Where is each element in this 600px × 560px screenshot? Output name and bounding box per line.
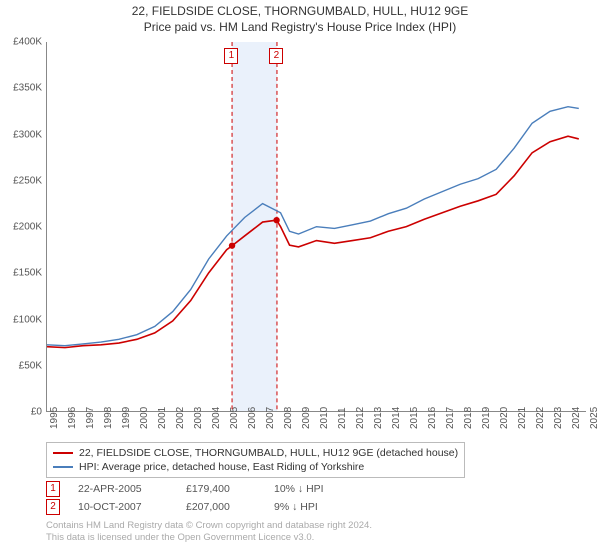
line-chart-svg [46, 42, 586, 412]
x-tick-label: 1996 [67, 407, 78, 429]
x-tick-label: 2002 [175, 407, 186, 429]
x-tick-label: 2005 [229, 407, 240, 429]
y-tick-label: £350K [2, 83, 42, 94]
y-tick-label: £100K [2, 314, 42, 325]
sale-marker-icon: 2 [269, 48, 283, 64]
x-tick-label: 2003 [193, 407, 204, 429]
x-tick-label: 2004 [211, 407, 222, 429]
sale-marker-icon: 1 [224, 48, 238, 64]
sale-price: £207,000 [186, 501, 256, 513]
sale-marker-icon: 2 [46, 499, 60, 515]
x-tick-label: 2009 [301, 407, 312, 429]
sale-vs-hpi: 10% ↓ HPI [274, 483, 364, 495]
sale-marker-icon: 1 [46, 481, 60, 497]
legend-item: 22, FIELDSIDE CLOSE, THORNGUMBALD, HULL,… [53, 446, 458, 460]
y-tick-label: £250K [2, 175, 42, 186]
y-tick-label: £0 [2, 407, 42, 418]
legend-label: 22, FIELDSIDE CLOSE, THORNGUMBALD, HULL,… [79, 447, 458, 459]
sale-price: £179,400 [186, 483, 256, 495]
footer-attribution: Contains HM Land Registry data © Crown c… [46, 520, 372, 544]
x-tick-label: 2013 [373, 407, 384, 429]
x-tick-label: 2020 [499, 407, 510, 429]
plot-area: £0£50K£100K£150K£200K£250K£300K£350K£400… [46, 42, 586, 412]
title-address: 22, FIELDSIDE CLOSE, THORNGUMBALD, HULL,… [0, 4, 600, 18]
legend-item: HPI: Average price, detached house, East… [53, 460, 458, 474]
x-tick-label: 2019 [481, 407, 492, 429]
footer-line: This data is licensed under the Open Gov… [46, 532, 372, 544]
y-tick-label: £300K [2, 129, 42, 140]
sales-table: 1 22-APR-2005 £179,400 10% ↓ HPI 2 10-OC… [46, 480, 364, 516]
y-tick-label: £400K [2, 37, 42, 48]
sale-vs-hpi: 9% ↓ HPI [274, 501, 364, 513]
x-tick-label: 2015 [409, 407, 420, 429]
x-tick-label: 2024 [571, 407, 582, 429]
sale-date: 22-APR-2005 [78, 483, 168, 495]
x-tick-label: 1995 [49, 407, 60, 429]
x-tick-label: 2025 [589, 407, 600, 429]
legend-label: HPI: Average price, detached house, East… [79, 461, 364, 473]
legend-swatch [53, 452, 73, 454]
x-tick-label: 2022 [535, 407, 546, 429]
x-tick-label: 2007 [265, 407, 276, 429]
x-tick-label: 1997 [85, 407, 96, 429]
chart-container: 22, FIELDSIDE CLOSE, THORNGUMBALD, HULL,… [0, 0, 600, 560]
x-tick-label: 1999 [121, 407, 132, 429]
x-tick-label: 2001 [157, 407, 168, 429]
footer-line: Contains HM Land Registry data © Crown c… [46, 520, 372, 532]
x-tick-label: 2012 [355, 407, 366, 429]
y-tick-label: £200K [2, 222, 42, 233]
x-tick-label: 2008 [283, 407, 294, 429]
x-tick-label: 2017 [445, 407, 456, 429]
x-tick-label: 2014 [391, 407, 402, 429]
x-tick-label: 2016 [427, 407, 438, 429]
x-tick-label: 2000 [139, 407, 150, 429]
y-tick-label: £50K [2, 360, 42, 371]
x-tick-label: 2018 [463, 407, 474, 429]
x-tick-label: 2006 [247, 407, 258, 429]
legend-swatch [53, 466, 73, 468]
x-tick-label: 2010 [319, 407, 330, 429]
title-subtitle: Price paid vs. HM Land Registry's House … [0, 20, 600, 34]
sale-row: 1 22-APR-2005 £179,400 10% ↓ HPI [46, 480, 364, 498]
x-tick-label: 2023 [553, 407, 564, 429]
x-tick-label: 2011 [337, 407, 348, 429]
sale-row: 2 10-OCT-2007 £207,000 9% ↓ HPI [46, 498, 364, 516]
x-tick-label: 2021 [517, 407, 528, 429]
sale-date: 10-OCT-2007 [78, 501, 168, 513]
y-tick-label: £150K [2, 268, 42, 279]
title-block: 22, FIELDSIDE CLOSE, THORNGUMBALD, HULL,… [0, 0, 600, 34]
x-tick-label: 1998 [103, 407, 114, 429]
chart-legend: 22, FIELDSIDE CLOSE, THORNGUMBALD, HULL,… [46, 442, 465, 478]
